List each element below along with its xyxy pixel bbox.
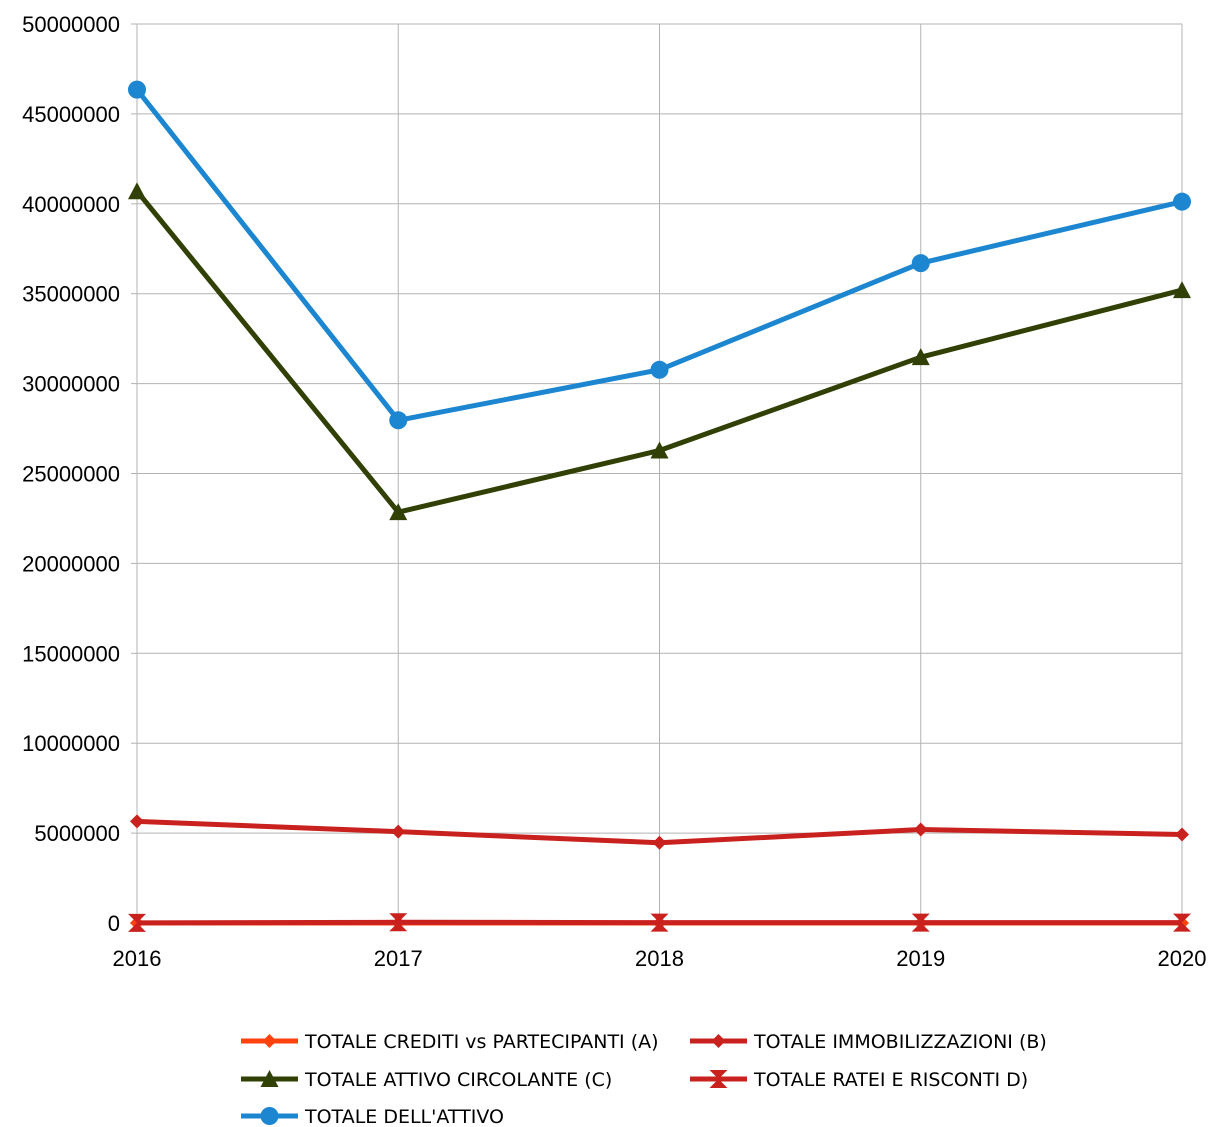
legend-marker [260, 1107, 279, 1125]
data-series [128, 80, 1191, 932]
y-tick-label: 35000000 [22, 282, 120, 307]
y-tick-label: 5000000 [34, 821, 120, 846]
legend-entry: TOTALE DELL'ATTIVO [241, 1106, 504, 1127]
legend-entry: TOTALE RATEI E RISCONTI D) [690, 1069, 1028, 1091]
y-tick-label: 15000000 [22, 641, 120, 666]
data-point [128, 80, 146, 99]
legend-marker [260, 1070, 279, 1087]
data-point [391, 824, 406, 839]
data-point [128, 913, 146, 932]
legend-marker [709, 1070, 728, 1088]
legend: TOTALE CREDITI vs PARTECIPANTI (A) TOTALE… [241, 1031, 1047, 1127]
data-point [389, 411, 408, 430]
legend-label: TOTALE CREDITI vs PARTECIPANTI (A) [304, 1031, 659, 1053]
y-tick-label: 0 [108, 911, 120, 936]
gridlines [136, 23, 1183, 924]
data-point [1173, 913, 1191, 932]
data-point [128, 182, 146, 200]
y-tick-label: 10000000 [22, 731, 120, 756]
legend-label: TOTALE ATTIVO CIRCOLANTE (C) [304, 1069, 612, 1091]
legend-entry: TOTALE IMMOBILIZZAZIONI (B) [690, 1031, 1047, 1053]
y-tick-label: 30000000 [22, 372, 120, 397]
series-2 [128, 182, 1191, 521]
y-tick-label: 40000000 [22, 192, 120, 217]
series-3 [128, 913, 1191, 932]
legend-label: TOTALE IMMOBILIZZAZIONI (B) [753, 1031, 1047, 1053]
x-tick-label: 2016 [113, 946, 162, 971]
data-point [1173, 192, 1191, 211]
data-point [911, 254, 930, 273]
data-point [911, 913, 930, 932]
legend-label: TOTALE DELL'ATTIVO [304, 1106, 504, 1127]
data-point [913, 822, 928, 837]
data-point [1173, 281, 1191, 299]
legend-entry: TOTALE ATTIVO CIRCOLANTE (C) [241, 1069, 612, 1091]
legend-entry: TOTALE CREDITI vs PARTECIPANTI (A) [241, 1031, 659, 1053]
axes [131, 23, 1183, 930]
x-axis-tick-labels: 2016 2017 2018 2019 2020 [113, 946, 1207, 971]
x-tick-label: 2017 [374, 946, 423, 971]
y-tick-label: 25000000 [22, 462, 120, 487]
series-1 [130, 814, 1189, 850]
data-point [389, 503, 408, 521]
y-axis-tick-labels: 0 5000000 10000000 15000000 20000000 25000000… [22, 12, 120, 936]
y-tick-label: 20000000 [22, 551, 120, 576]
series-4 [128, 80, 1191, 430]
data-point [389, 913, 408, 932]
x-tick-label: 2020 [1158, 946, 1207, 971]
data-point [911, 348, 930, 366]
data-point [650, 441, 669, 459]
data-point [650, 360, 669, 379]
x-tick-label: 2019 [896, 946, 945, 971]
legend-label: TOTALE RATEI E RISCONTI D) [753, 1069, 1028, 1091]
data-point [652, 835, 667, 850]
data-point [1175, 827, 1189, 842]
legend-marker [262, 1034, 277, 1048]
y-tick-label: 50000000 [22, 12, 120, 37]
data-point [130, 814, 144, 829]
data-point [650, 913, 669, 932]
x-tick-label: 2018 [635, 946, 684, 971]
legend-marker [711, 1034, 726, 1048]
series-line [136, 919, 1182, 926]
y-tick-label: 45000000 [22, 102, 120, 127]
